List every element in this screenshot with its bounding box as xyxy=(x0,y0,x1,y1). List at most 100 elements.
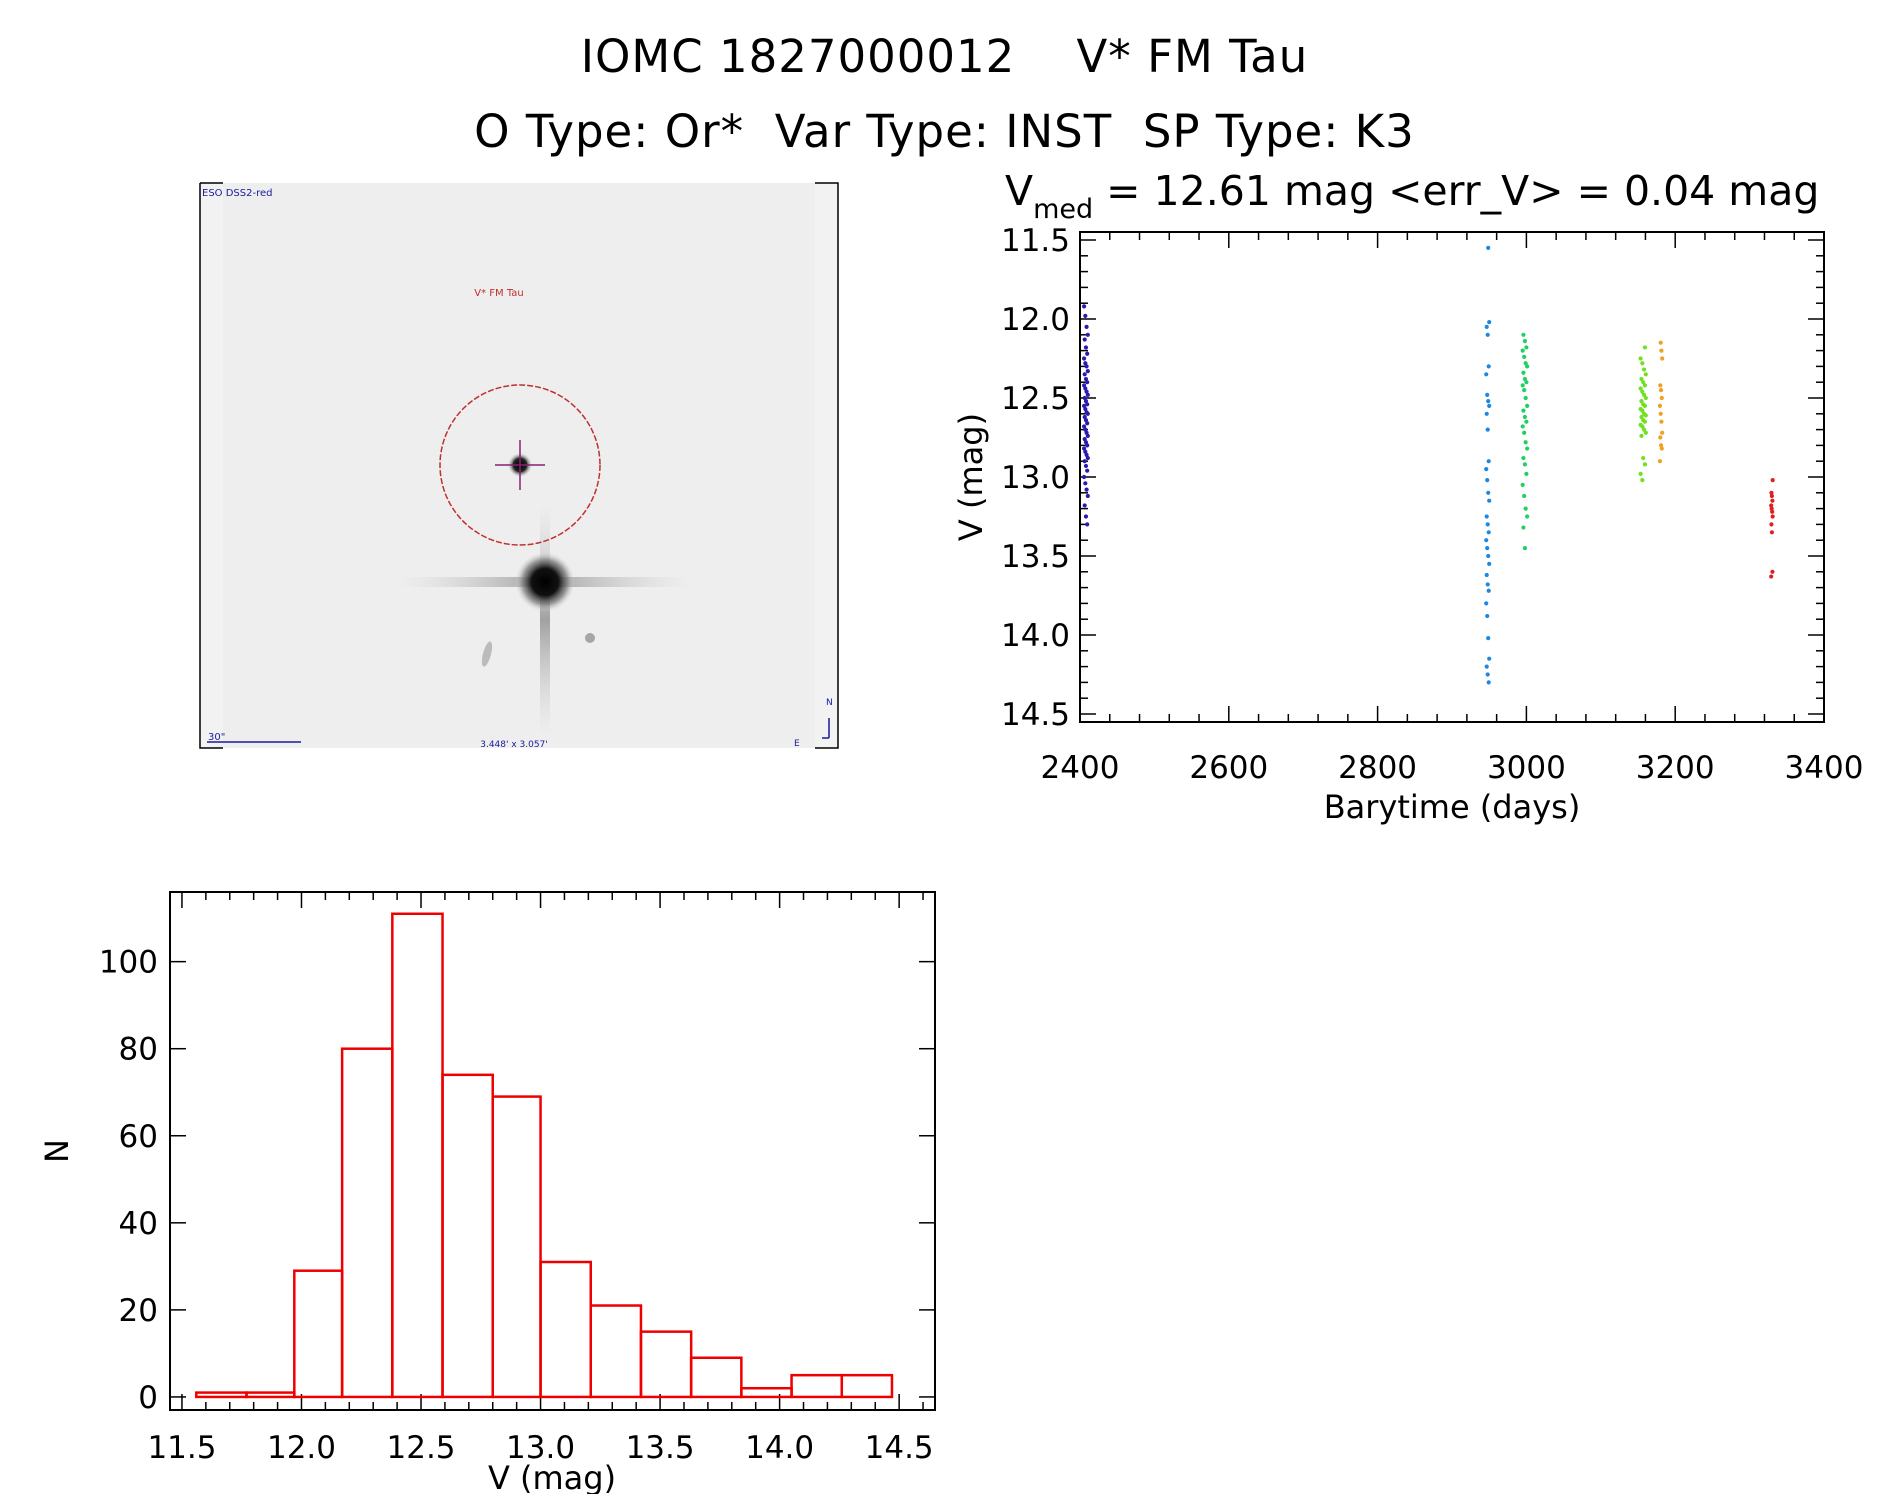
data-point xyxy=(1484,664,1489,669)
data-point xyxy=(1769,506,1774,511)
data-point xyxy=(1640,424,1645,429)
data-point xyxy=(1085,522,1090,527)
histogram-bars xyxy=(195,912,894,1399)
data-point xyxy=(1638,356,1643,361)
data-point xyxy=(1770,514,1775,519)
target-circle xyxy=(439,384,601,546)
data-point xyxy=(1521,370,1526,375)
data-point xyxy=(1521,525,1526,530)
histogram-bar xyxy=(539,1260,592,1399)
x-tick-label: 2400 xyxy=(1041,750,1120,786)
data-point xyxy=(1484,324,1489,329)
data-point xyxy=(1081,403,1087,408)
data-point xyxy=(1523,361,1528,366)
x-tick-label: 12.0 xyxy=(267,1430,336,1466)
data-point xyxy=(1638,471,1643,476)
data-point xyxy=(1769,490,1774,495)
data-point xyxy=(1770,498,1775,503)
data-point xyxy=(1484,514,1489,519)
data-point xyxy=(1083,406,1088,412)
data-point xyxy=(1083,418,1089,423)
data-point xyxy=(1486,553,1491,559)
survey-label: ESO DSS2-red xyxy=(202,188,272,199)
title-median-and-error: = 12.61 mag <err_V> = 0.04 mag xyxy=(1093,167,1819,215)
data-point xyxy=(1770,478,1775,483)
light-curve-title: Vmed = 12.61 mag <err_V> = 0.04 mag xyxy=(1005,167,1819,225)
data-point xyxy=(1522,414,1528,420)
data-point xyxy=(1523,506,1528,511)
data-point xyxy=(1485,332,1490,337)
data-point xyxy=(1084,389,1089,394)
x-tick-label: 11.5 xyxy=(147,1430,216,1466)
bright-star xyxy=(515,552,575,612)
histogram-bar xyxy=(740,1386,793,1399)
data-point xyxy=(1525,446,1530,451)
data-point xyxy=(1657,403,1663,408)
data-point xyxy=(1640,408,1645,413)
x-tick-label: 14.5 xyxy=(865,1430,934,1466)
histogram-x-axis-label: V (mag) xyxy=(488,1459,616,1494)
data-point xyxy=(1085,433,1090,439)
y-tick-label: 80 xyxy=(119,1032,158,1068)
data-point xyxy=(1639,376,1644,382)
data-point xyxy=(1522,376,1528,382)
data-point xyxy=(1769,574,1774,579)
histogram-y-axis-label: N xyxy=(38,1139,76,1163)
histogram-chart: 11.5 12.0 12.5 13.0 13.5 14.0 14.5 0 20 40 60 80 10… xyxy=(38,891,936,1494)
x-tick-label: 3400 xyxy=(1785,750,1864,786)
data-point xyxy=(1642,403,1648,408)
data-point xyxy=(1082,395,1087,401)
y-tick-label: 14.5 xyxy=(1001,697,1070,733)
y-tick-label: 11.5 xyxy=(1001,223,1070,259)
data-point xyxy=(1521,408,1526,413)
data-point xyxy=(1642,419,1648,424)
data-point xyxy=(1769,503,1774,508)
data-point xyxy=(1081,446,1087,451)
data-point xyxy=(1485,582,1490,587)
y-tick-label: 60 xyxy=(119,1119,158,1155)
data-point xyxy=(1083,386,1088,391)
data-point xyxy=(1484,467,1489,472)
data-point xyxy=(1658,435,1663,440)
data-point xyxy=(1082,414,1087,420)
data-point xyxy=(1639,433,1644,439)
data-point xyxy=(1770,509,1775,514)
histogram-bar xyxy=(589,1304,643,1399)
data-point xyxy=(1770,569,1775,574)
histogram-bar xyxy=(840,1373,894,1399)
data-point xyxy=(1485,613,1490,619)
data-point xyxy=(1082,372,1087,377)
data-point xyxy=(1641,380,1646,385)
data-point xyxy=(1083,463,1089,469)
data-point xyxy=(1084,430,1089,435)
data-point xyxy=(1485,427,1490,432)
data-point xyxy=(1082,337,1087,342)
data-point xyxy=(1487,561,1492,567)
title-med-subscript: med xyxy=(1033,194,1093,225)
data-point xyxy=(1769,522,1774,527)
data-point xyxy=(1082,436,1087,442)
data-point xyxy=(1520,383,1525,388)
y-tick-label: 40 xyxy=(119,1206,158,1242)
data-point xyxy=(1641,455,1646,461)
light-curve-plot-frame xyxy=(1079,231,1825,723)
x-tick-label: 3200 xyxy=(1636,750,1715,786)
data-point xyxy=(1660,430,1665,435)
x-tick-label: 13.5 xyxy=(626,1430,695,1466)
data-point xyxy=(1769,530,1775,535)
spectral-type: SP Type: K3 xyxy=(1142,105,1415,158)
light-curve-y-axis-label: V (mag) xyxy=(952,413,990,541)
data-point xyxy=(1085,351,1090,356)
data-point xyxy=(1485,672,1490,677)
finder-image: ESO DSS2-red V* FM Tau 30" 3.448' x 3.05… xyxy=(199,182,839,750)
data-point xyxy=(1522,339,1528,344)
data-point xyxy=(1485,478,1490,483)
data-point xyxy=(1658,443,1664,448)
x-tick-label: 14.0 xyxy=(745,1430,814,1466)
data-point xyxy=(1640,478,1645,483)
x-tick-label: 2800 xyxy=(1338,750,1417,786)
data-point xyxy=(1083,361,1088,366)
histogram-bar xyxy=(689,1356,743,1399)
data-point xyxy=(1486,680,1491,685)
histogram-y-tick-labels: 0 20 40 60 80 100 xyxy=(99,945,158,1416)
